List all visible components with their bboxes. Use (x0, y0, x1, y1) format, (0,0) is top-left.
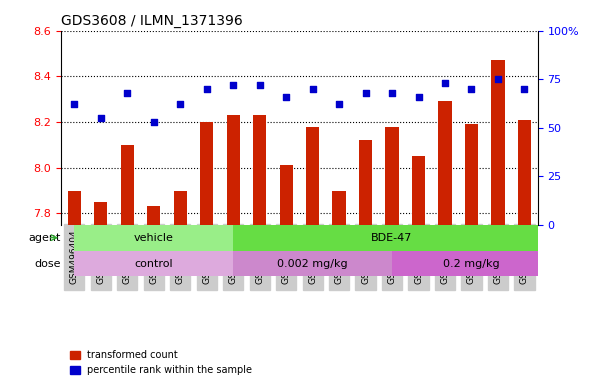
Text: agent: agent (29, 233, 61, 243)
Text: 0.002 mg/kg: 0.002 mg/kg (277, 258, 348, 268)
Point (308, 86, 318, 92)
Point (414, 94, 423, 100)
Bar (491, 60, 505, 225)
Point (387, 90, 397, 96)
Point (440, 80, 450, 86)
Bar (120, 145, 134, 225)
Text: control: control (134, 258, 173, 268)
Point (519, 86, 529, 92)
Point (334, 101, 344, 108)
Bar (200, 122, 213, 225)
Point (175, 101, 185, 108)
Point (493, 76, 503, 82)
Point (281, 94, 291, 100)
Bar (392, 251, 551, 276)
Point (122, 90, 132, 96)
Text: vehicle: vehicle (134, 233, 174, 243)
Text: 0.2 mg/kg: 0.2 mg/kg (443, 258, 500, 268)
Bar (75, 251, 233, 276)
Bar (233, 251, 392, 276)
Point (96, 115, 106, 121)
Text: GDS3608 / ILMN_1371396: GDS3608 / ILMN_1371396 (61, 14, 243, 28)
Point (467, 86, 477, 92)
Bar (253, 115, 266, 225)
Bar (332, 190, 346, 225)
Bar (174, 190, 187, 225)
Point (255, 82, 265, 88)
Bar (518, 120, 531, 225)
Point (229, 82, 238, 88)
Bar (147, 207, 160, 225)
Bar (412, 156, 425, 225)
Bar (227, 115, 240, 225)
Bar (359, 140, 372, 225)
Bar (279, 166, 293, 225)
Bar (233, 225, 551, 251)
Bar (465, 124, 478, 225)
Bar (68, 190, 81, 225)
Legend: transformed count, percentile rank within the sample: transformed count, percentile rank withi… (66, 346, 256, 379)
Bar (306, 127, 319, 225)
Bar (438, 101, 452, 225)
Point (202, 86, 211, 92)
Text: BDE-47: BDE-47 (371, 233, 413, 243)
Point (360, 90, 370, 96)
Bar (94, 202, 108, 225)
Text: dose: dose (35, 258, 61, 268)
Point (149, 119, 159, 125)
Bar (386, 127, 398, 225)
Bar (75, 225, 233, 251)
Point (70, 101, 79, 108)
